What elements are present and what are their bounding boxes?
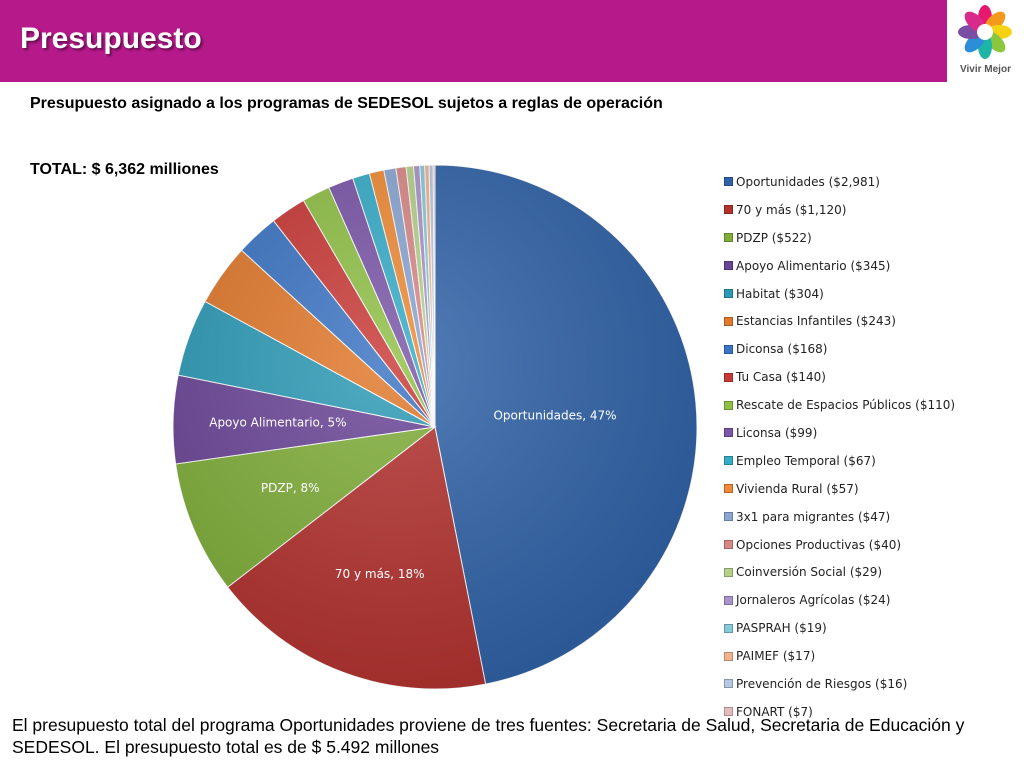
legend-swatch <box>724 177 733 187</box>
legend-swatch <box>724 595 733 605</box>
legend-swatch <box>724 540 733 550</box>
legend-label: Habitat ($304) <box>736 286 824 301</box>
legend-label: PAIMEF ($17) <box>736 649 816 664</box>
legend-swatch <box>724 233 733 243</box>
legend-label: Rescate de Espacios Públicos ($110) <box>736 398 956 413</box>
logo: Vivir Mejor <box>947 0 1024 82</box>
legend-label: Opciones Productivas ($40) <box>736 537 902 552</box>
legend-item: 70 y más ($1,120) <box>724 196 1019 224</box>
legend-item: Habitat ($304) <box>724 280 1019 308</box>
legend-swatch <box>724 567 733 577</box>
legend-item: Diconsa ($168) <box>724 335 1019 363</box>
legend-label: FONART ($7) <box>736 704 813 719</box>
legend-swatch <box>724 316 733 326</box>
data-label-1: Oportunidades, 47% <box>493 408 616 422</box>
legend-label: Liconsa ($99) <box>736 425 818 440</box>
pie-slice-1 <box>434 164 698 685</box>
legend-item: Prevención de Riesgos ($16) <box>724 670 1019 698</box>
legend-label: Vivienda Rural ($57) <box>736 481 859 496</box>
legend-label: Coinversión Social ($29) <box>736 565 883 580</box>
legend-label: Apoyo Alimentario ($345) <box>736 258 891 273</box>
legend-swatch <box>724 679 733 689</box>
legend-swatch <box>724 707 733 717</box>
legend-item: Jornaleros Agrícolas ($24) <box>724 586 1019 614</box>
footer-note: El presupuesto total del programa Oportu… <box>12 715 965 757</box>
page-title: Presupuesto <box>20 22 202 55</box>
legend-item: PAIMEF ($17) <box>724 642 1019 670</box>
legend-item: Oportunidades ($2,981) <box>724 168 1019 196</box>
chart-title: Presupuesto asignado a los programas de … <box>30 95 663 112</box>
chart-total: TOTAL: $ 6,362 milliones <box>30 161 219 178</box>
legend-swatch <box>724 400 733 410</box>
legend-item: Empleo Temporal ($67) <box>724 447 1019 475</box>
legend-item: 3x1 para migrantes ($47) <box>724 503 1019 531</box>
legend-item: Rescate de Espacios Públicos ($110) <box>724 391 1019 419</box>
legend-label: Estancias Infantiles ($243) <box>736 314 896 329</box>
legend-item: FONART ($7) <box>724 698 1019 726</box>
vivir-mejor-flower-icon <box>958 5 1012 59</box>
legend-item: Coinversión Social ($29) <box>724 558 1019 586</box>
legend-swatch <box>724 428 733 438</box>
legend-label: Jornaleros Agrícolas ($24) <box>736 593 891 608</box>
data-label-2: 70 y más, 18% <box>335 567 425 581</box>
header-bar: Presupuesto Vivir Mejor <box>0 0 1024 82</box>
legend-swatch <box>724 372 733 382</box>
chart-legend: Oportunidades ($2,981) 70 y más ($1,120) P… <box>724 168 1019 726</box>
legend-item: Tu Casa ($140) <box>724 363 1019 391</box>
legend-label: Tu Casa ($140) <box>736 370 826 385</box>
legend-item: PASPRAH ($19) <box>724 614 1019 642</box>
legend-item: Apoyo Alimentario ($345) <box>724 252 1019 280</box>
legend-item: PDZP ($522) <box>724 224 1019 252</box>
legend-item: Estancias Infantiles ($243) <box>724 307 1019 335</box>
legend-item: Vivienda Rural ($57) <box>724 475 1019 503</box>
legend-swatch <box>724 261 733 271</box>
legend-swatch <box>724 484 733 494</box>
legend-swatch <box>724 205 733 215</box>
legend-label: PASPRAH ($19) <box>736 621 827 636</box>
legend-label: Diconsa ($168) <box>736 342 828 357</box>
legend-swatch <box>724 289 733 298</box>
legend-label: 70 y más ($1,120) <box>736 202 847 217</box>
legend-label: PDZP ($522) <box>736 230 812 245</box>
logo-text: Vivir Mejor <box>960 64 1011 75</box>
legend-swatch <box>724 456 733 466</box>
legend-item: Opciones Productivas ($40) <box>724 531 1019 559</box>
legend-swatch <box>724 512 733 522</box>
data-label-3: PDZP, 8% <box>261 481 320 495</box>
pie-data-labels: Oportunidades, 47% 70 y más, 18% PDZP, 8% A… <box>209 408 616 581</box>
data-label-4: Apoyo Alimentario, 5% <box>209 416 346 430</box>
legend-label: Prevención de Riesgos ($16) <box>736 676 908 691</box>
legend-swatch <box>724 344 733 354</box>
legend-swatch <box>724 651 733 661</box>
legend-label: 3x1 para migrantes ($47) <box>736 509 891 524</box>
legend-label: Oportunidades ($2,981) <box>736 174 880 189</box>
legend-label: Empleo Temporal ($67) <box>736 453 876 468</box>
legend-item: Liconsa ($99) <box>724 419 1019 447</box>
legend-swatch <box>724 623 733 633</box>
